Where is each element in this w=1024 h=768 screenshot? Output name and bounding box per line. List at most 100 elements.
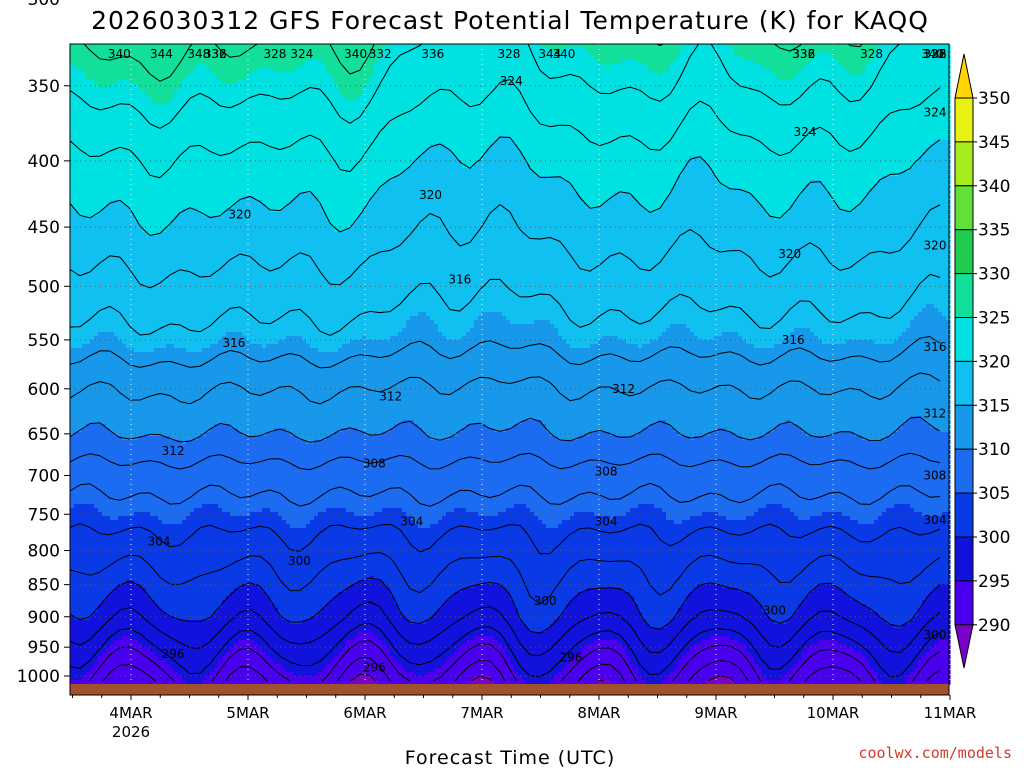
field-cell (78, 644, 83, 649)
field-cell (130, 324, 135, 329)
field-cell (122, 352, 127, 357)
field-cell (186, 680, 191, 685)
field-cell (102, 120, 107, 125)
field-cell (114, 516, 119, 521)
field-cell (134, 340, 139, 345)
field-cell (122, 368, 127, 373)
field-cell (162, 400, 167, 405)
field-cell (114, 584, 119, 589)
field-cell (190, 380, 195, 385)
field-cell (110, 400, 115, 405)
chart-title: 2026030312 GFS Forecast Potential Temper… (91, 6, 929, 35)
field-cell (122, 668, 127, 673)
field-cell (134, 228, 139, 233)
field-cell (98, 212, 103, 217)
field-cell (126, 672, 131, 677)
field-cell (122, 536, 127, 541)
field-cell (102, 604, 107, 609)
field-cell (186, 432, 191, 437)
field-cell (162, 196, 167, 201)
field-cell (70, 420, 75, 425)
field-cell (194, 124, 199, 129)
field-cell (146, 236, 151, 241)
field-cell (70, 628, 75, 633)
field-cell (130, 172, 135, 177)
field-cell (170, 344, 175, 349)
field-cell (146, 552, 151, 557)
field-cell (178, 244, 183, 249)
field-cell (70, 284, 75, 289)
field-cell (170, 660, 175, 665)
field-cell (90, 444, 95, 449)
field-cell (110, 272, 115, 277)
field-cell (170, 372, 175, 377)
field-cell (86, 412, 91, 417)
field-cell (74, 416, 79, 421)
field-cell (154, 608, 159, 613)
field-cell (134, 524, 139, 529)
field-cell (106, 500, 111, 505)
field-cell (166, 60, 171, 65)
field-cell (74, 304, 79, 309)
field-cell (90, 560, 95, 565)
field-cell (178, 648, 183, 653)
field-cell (74, 112, 79, 117)
field-cell (70, 60, 75, 65)
field-cell (138, 180, 143, 185)
field-cell (158, 552, 163, 557)
field-cell (110, 340, 115, 345)
field-cell (74, 548, 79, 553)
field-cell (166, 408, 171, 413)
field-cell (86, 44, 91, 49)
field-cell (86, 396, 91, 401)
field-cell (82, 324, 87, 329)
field-cell (78, 56, 83, 61)
field-cell (166, 72, 171, 77)
field-cell (138, 88, 143, 93)
field-cell (154, 460, 159, 465)
field-cell (134, 108, 139, 113)
field-cell (102, 340, 107, 345)
field-cell (174, 344, 179, 349)
field-cell (182, 244, 187, 249)
field-cell (86, 668, 91, 673)
field-cell (190, 248, 195, 253)
field-cell (186, 192, 191, 197)
field-cell (190, 128, 195, 133)
field-cell (134, 160, 139, 165)
field-cell (150, 424, 155, 429)
field-cell (186, 540, 191, 545)
field-cell (122, 644, 127, 649)
field-cell (114, 304, 119, 309)
field-cell (110, 220, 115, 225)
field-cell (106, 424, 111, 429)
field-cell (122, 648, 127, 653)
field-cell (70, 460, 75, 465)
field-cell (190, 616, 195, 621)
field-cell (158, 476, 163, 481)
field-cell (90, 324, 95, 329)
field-cell (126, 152, 131, 157)
field-cell (122, 256, 127, 261)
field-cell (150, 632, 155, 637)
field-cell (166, 280, 171, 285)
field-cell (150, 564, 155, 569)
field-cell (98, 584, 103, 589)
field-cell (74, 44, 79, 49)
field-cell (182, 224, 187, 229)
field-cell (166, 484, 171, 489)
field-cell (114, 180, 119, 185)
field-cell (126, 556, 131, 561)
field-cell (162, 96, 167, 101)
field-cell (122, 184, 127, 189)
field-cell (134, 148, 139, 153)
field-cell (90, 600, 95, 605)
field-cell (174, 340, 179, 345)
field-cell (150, 488, 155, 493)
field-cell (106, 292, 111, 297)
field-cell (142, 156, 147, 161)
field-cell (154, 164, 159, 169)
field-cell (114, 440, 119, 445)
field-cell (122, 384, 127, 389)
field-cell (174, 188, 179, 193)
